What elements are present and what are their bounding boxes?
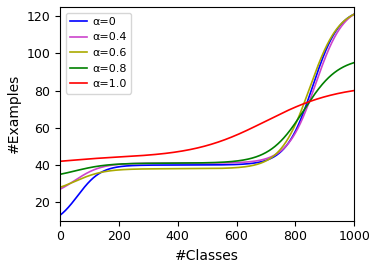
α=0.6 (287, 135, 291, 139)
α=0.8 (187, 161, 192, 165)
X-axis label: #Classes: #Classes (175, 249, 239, 263)
α=0.6 (352, 13, 356, 16)
α=0.8 (292, 123, 297, 126)
Line: α=0.8: α=0.8 (60, 63, 354, 174)
α=0.6 (176, 167, 181, 170)
α=0 (259, 160, 264, 163)
α=0.8 (58, 173, 62, 176)
Legend: α=0, α=0.4, α=0.6, α=0.8, α=1.0: α=0, α=0.4, α=0.6, α=0.8, α=1.0 (66, 12, 131, 94)
Line: α=1.0: α=1.0 (60, 91, 354, 161)
α=0.6 (259, 161, 264, 164)
α=1.0 (352, 89, 356, 92)
α=0.4 (88, 170, 92, 173)
α=0.6 (292, 125, 297, 128)
α=0.8 (88, 166, 92, 169)
α=1.0 (259, 122, 264, 125)
α=1.0 (58, 160, 62, 163)
α=0.8 (176, 161, 181, 165)
α=0.4 (58, 188, 62, 191)
Line: α=0.4: α=0.4 (60, 14, 354, 189)
α=1.0 (187, 148, 192, 151)
α=0.4 (287, 141, 291, 144)
α=1.0 (292, 106, 297, 109)
α=1.0 (287, 108, 291, 112)
α=0.4 (292, 133, 297, 136)
α=0 (187, 163, 192, 167)
α=0 (287, 140, 291, 144)
Line: α=0: α=0 (60, 14, 354, 215)
α=0.4 (352, 13, 356, 16)
α=0.4 (259, 158, 264, 161)
α=0.8 (352, 61, 356, 64)
Line: α=0.6: α=0.6 (60, 14, 354, 187)
Y-axis label: #Examples: #Examples (7, 74, 21, 153)
α=1.0 (176, 150, 181, 153)
α=0.8 (259, 153, 264, 156)
α=0 (352, 13, 356, 16)
α=1.0 (88, 157, 92, 160)
α=0.6 (187, 167, 192, 170)
α=0 (58, 214, 62, 217)
α=0.4 (176, 161, 181, 165)
α=0.6 (88, 174, 92, 177)
α=0.4 (187, 161, 192, 165)
α=0 (176, 163, 181, 167)
α=0.8 (287, 130, 291, 133)
α=0 (292, 131, 297, 135)
α=0.6 (58, 186, 62, 189)
α=0 (88, 179, 92, 183)
